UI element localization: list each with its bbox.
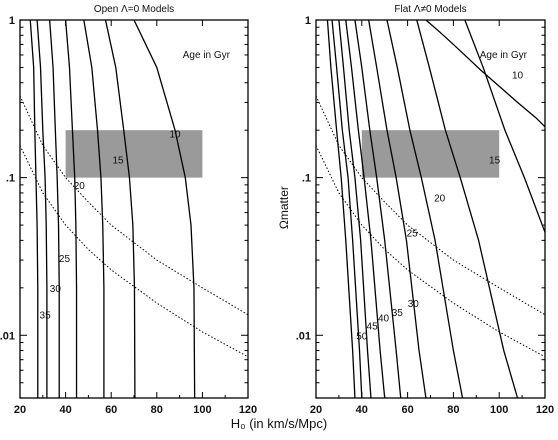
y-tick-label: 1 xyxy=(305,15,311,27)
age-curve-20 xyxy=(83,20,105,398)
dotted-curve xyxy=(316,145,545,358)
age-curve-35 xyxy=(354,20,402,398)
curve-label-25: 25 xyxy=(407,228,419,239)
shaded-observation-box xyxy=(361,130,500,178)
x-tick-label: 40 xyxy=(356,404,368,416)
x-tick-label: 80 xyxy=(151,404,163,416)
age-curve-30 xyxy=(48,20,60,398)
x-tick-label: 40 xyxy=(59,404,71,416)
y-tick-label: .1 xyxy=(302,173,311,185)
panel-title: Flat Λ≠0 Models xyxy=(394,4,466,15)
curve-label-50: 50 xyxy=(356,331,368,342)
x-tick-label: 100 xyxy=(193,404,211,416)
curve-label-20: 20 xyxy=(74,181,86,192)
age-curve-15 xyxy=(104,20,136,398)
x-tick-label: 100 xyxy=(490,404,508,416)
y-tick-label: .1 xyxy=(6,173,15,185)
x-tick-label: 120 xyxy=(536,404,554,416)
y-tick-label: .01 xyxy=(0,330,15,342)
x-tick-label: 60 xyxy=(105,404,117,416)
dotted-curve xyxy=(316,95,545,316)
plot-panel-1: 10 15 20 25 30 35 20 40 60 80 100 120 .01 .1 1 Open Λ=0… xyxy=(0,4,257,416)
curve-label-40: 40 xyxy=(378,313,390,324)
curve-label-10: 10 xyxy=(512,71,524,82)
curve-label-25: 25 xyxy=(59,254,71,265)
age-curve xyxy=(326,20,356,398)
age-curve-15 xyxy=(464,20,545,233)
x-axis-title: H₀ (in km/s/Mpc) xyxy=(231,416,327,431)
x-tick-label: 120 xyxy=(239,404,257,416)
curve-label-30: 30 xyxy=(50,284,62,295)
dotted-curve xyxy=(20,95,248,316)
y-axis-title: Ωmatter xyxy=(277,186,291,229)
y-tick-label: .01 xyxy=(296,330,311,342)
age-annotation: Age in Gyr xyxy=(480,50,528,61)
x-tick-label: 80 xyxy=(447,404,459,416)
age-curve-25 xyxy=(386,20,464,398)
age-annotation: Age in Gyr xyxy=(183,50,231,61)
curve-label-35: 35 xyxy=(392,308,404,319)
age-curve-30 xyxy=(368,20,427,398)
curve-label-15: 15 xyxy=(489,156,501,167)
age-curve-35 xyxy=(36,20,48,398)
curve-label-35: 35 xyxy=(40,311,52,322)
age-curve-40 xyxy=(345,20,386,398)
plot-frame xyxy=(19,19,249,399)
y-tick-label: 1 xyxy=(9,15,15,27)
dotted-curve xyxy=(20,145,248,358)
x-tick-label: 20 xyxy=(14,404,26,416)
curve-label-30: 30 xyxy=(408,299,420,310)
curve-label-15: 15 xyxy=(112,156,124,167)
age-curve-10 xyxy=(133,20,196,398)
age-curve-10 xyxy=(425,20,545,128)
curve-label-10: 10 xyxy=(169,130,181,141)
age-curve-45 xyxy=(338,20,372,398)
age-curve xyxy=(29,20,39,398)
curve-label-20: 20 xyxy=(434,193,446,204)
x-tick-label: 20 xyxy=(310,404,322,416)
curve-label-45: 45 xyxy=(367,322,379,333)
panel-title: Open Λ=0 Models xyxy=(94,4,174,15)
x-tick-label: 60 xyxy=(401,404,413,416)
age-curve-50 xyxy=(331,20,363,398)
age-curve-20 xyxy=(416,20,519,398)
age-curve-25 xyxy=(64,20,78,398)
